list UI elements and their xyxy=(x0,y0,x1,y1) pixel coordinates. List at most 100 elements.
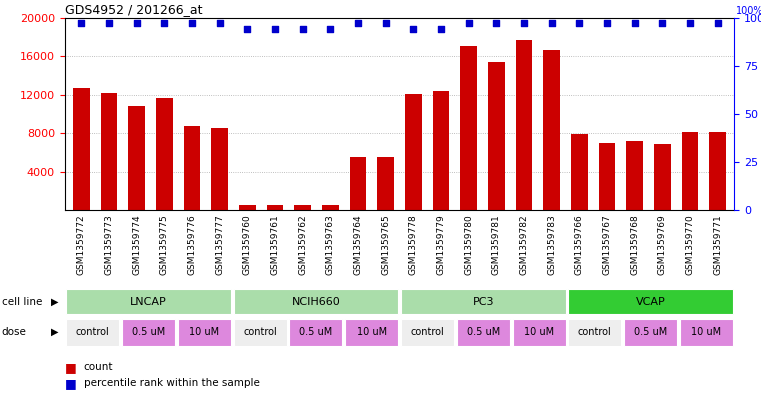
Point xyxy=(214,20,226,27)
Bar xyxy=(345,319,398,345)
Bar xyxy=(377,157,394,210)
Text: GSM1359779: GSM1359779 xyxy=(437,214,445,275)
Text: ■: ■ xyxy=(65,376,76,390)
Bar xyxy=(234,319,286,345)
Text: VCAP: VCAP xyxy=(635,297,666,307)
Text: 10 uM: 10 uM xyxy=(524,327,554,337)
Text: LNCAP: LNCAP xyxy=(130,297,167,307)
Text: GSM1359773: GSM1359773 xyxy=(104,214,113,275)
Point xyxy=(103,20,115,27)
Bar xyxy=(654,144,670,210)
Bar xyxy=(568,289,733,314)
Text: 10 uM: 10 uM xyxy=(357,327,387,337)
Text: GSM1359762: GSM1359762 xyxy=(298,214,307,275)
Bar xyxy=(568,319,621,345)
Text: GSM1359766: GSM1359766 xyxy=(575,214,584,275)
Bar xyxy=(709,132,726,210)
Text: PC3: PC3 xyxy=(473,297,494,307)
Point xyxy=(573,20,585,27)
Text: GSM1359783: GSM1359783 xyxy=(547,214,556,275)
Bar xyxy=(234,289,398,314)
Point xyxy=(158,20,170,27)
Bar xyxy=(513,319,565,345)
Point xyxy=(75,20,88,27)
Bar xyxy=(460,46,477,210)
Text: ▶: ▶ xyxy=(51,297,59,307)
Text: GSM1359771: GSM1359771 xyxy=(713,214,722,275)
Bar xyxy=(289,319,342,345)
Bar xyxy=(599,143,616,210)
Text: control: control xyxy=(75,327,110,337)
Point xyxy=(490,20,502,27)
Text: GSM1359765: GSM1359765 xyxy=(381,214,390,275)
Bar xyxy=(178,319,231,345)
Text: 0.5 uM: 0.5 uM xyxy=(299,327,333,337)
Bar xyxy=(100,93,117,210)
Bar xyxy=(66,289,231,314)
Text: GSM1359768: GSM1359768 xyxy=(630,214,639,275)
Text: GSM1359772: GSM1359772 xyxy=(77,214,86,275)
Point xyxy=(269,26,281,32)
Point xyxy=(435,26,447,32)
Text: control: control xyxy=(410,327,444,337)
Bar xyxy=(680,319,733,345)
Text: GDS4952 / 201266_at: GDS4952 / 201266_at xyxy=(65,4,202,17)
Point xyxy=(407,26,419,32)
Text: GSM1359770: GSM1359770 xyxy=(686,214,695,275)
Point xyxy=(601,20,613,27)
Text: control: control xyxy=(578,327,612,337)
Text: GSM1359774: GSM1359774 xyxy=(132,214,141,275)
Text: GSM1359777: GSM1359777 xyxy=(215,214,224,275)
Point xyxy=(324,26,336,32)
Bar xyxy=(295,206,311,210)
Bar xyxy=(129,106,145,210)
Text: GSM1359769: GSM1359769 xyxy=(658,214,667,275)
Bar xyxy=(156,97,173,210)
Bar xyxy=(543,50,560,210)
Text: GSM1359776: GSM1359776 xyxy=(187,214,196,275)
Text: NCIH660: NCIH660 xyxy=(291,297,340,307)
Point xyxy=(546,20,558,27)
Point xyxy=(131,20,143,27)
Text: GSM1359780: GSM1359780 xyxy=(464,214,473,275)
Bar xyxy=(122,319,175,345)
Bar xyxy=(457,319,510,345)
Text: GSM1359761: GSM1359761 xyxy=(270,214,279,275)
Bar xyxy=(266,206,283,210)
Text: percentile rank within the sample: percentile rank within the sample xyxy=(84,378,260,388)
Point xyxy=(656,20,668,27)
Point xyxy=(352,20,364,27)
Text: 0.5 uM: 0.5 uM xyxy=(132,327,165,337)
Bar xyxy=(73,88,90,210)
Text: GSM1359778: GSM1359778 xyxy=(409,214,418,275)
Bar xyxy=(571,134,587,210)
Bar xyxy=(626,141,643,210)
Bar xyxy=(322,206,339,210)
Text: 100%: 100% xyxy=(736,6,761,16)
Text: GSM1359764: GSM1359764 xyxy=(354,214,362,275)
Bar xyxy=(405,94,422,210)
Text: 10 uM: 10 uM xyxy=(189,327,219,337)
Bar xyxy=(183,125,200,210)
Point xyxy=(297,26,309,32)
Text: GSM1359767: GSM1359767 xyxy=(603,214,612,275)
Bar xyxy=(350,157,366,210)
Bar xyxy=(488,62,505,210)
Bar xyxy=(66,319,119,345)
Bar xyxy=(212,129,228,210)
Text: count: count xyxy=(84,362,113,373)
Text: GSM1359760: GSM1359760 xyxy=(243,214,252,275)
Point xyxy=(712,20,724,27)
Text: GSM1359782: GSM1359782 xyxy=(520,214,529,275)
Text: GSM1359781: GSM1359781 xyxy=(492,214,501,275)
Text: 0.5 uM: 0.5 uM xyxy=(634,327,667,337)
Text: cell line: cell line xyxy=(2,297,42,307)
Text: ■: ■ xyxy=(65,361,76,374)
Bar xyxy=(433,91,449,210)
Text: 0.5 uM: 0.5 uM xyxy=(466,327,500,337)
Text: control: control xyxy=(243,327,277,337)
Text: GSM1359763: GSM1359763 xyxy=(326,214,335,275)
Point xyxy=(241,26,253,32)
Text: dose: dose xyxy=(2,327,27,337)
Bar xyxy=(516,40,533,210)
